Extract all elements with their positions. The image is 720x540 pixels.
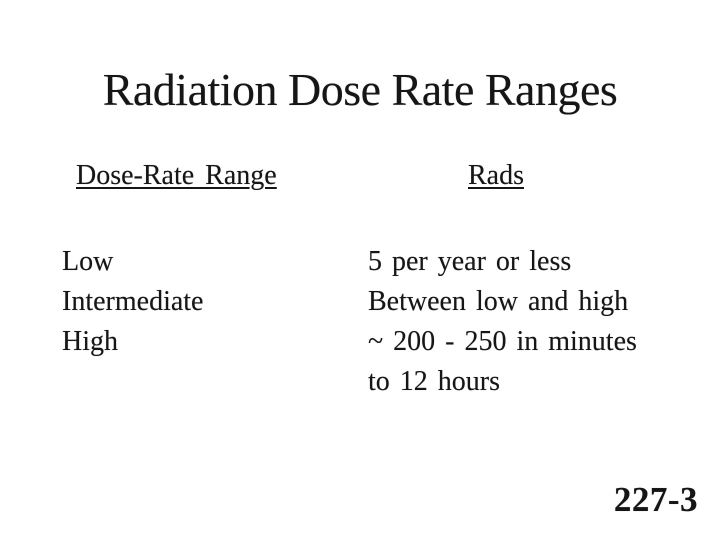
range-label-high: High [62,326,118,357]
column-header-rads: Rads [468,160,524,191]
rads-value-intermediate: Between low and high [368,286,629,317]
rads-column: 5 per year or less Between low and high … [368,242,660,402]
page-title: Radiation Dose Rate Ranges [102,64,618,115]
dose-rate-range-column: Low Intermediate High [62,242,203,362]
rads-value-high: ~ 200 - 250 in minutes to 12 hours [368,326,637,397]
slide-number: 227-3 [613,480,698,519]
range-label-intermediate: Intermediate [62,286,204,317]
rads-value-low: 5 per year or less [368,246,572,277]
range-label-low: Low [62,246,114,277]
column-header-dose-rate-range: Dose-Rate Range [76,160,277,191]
